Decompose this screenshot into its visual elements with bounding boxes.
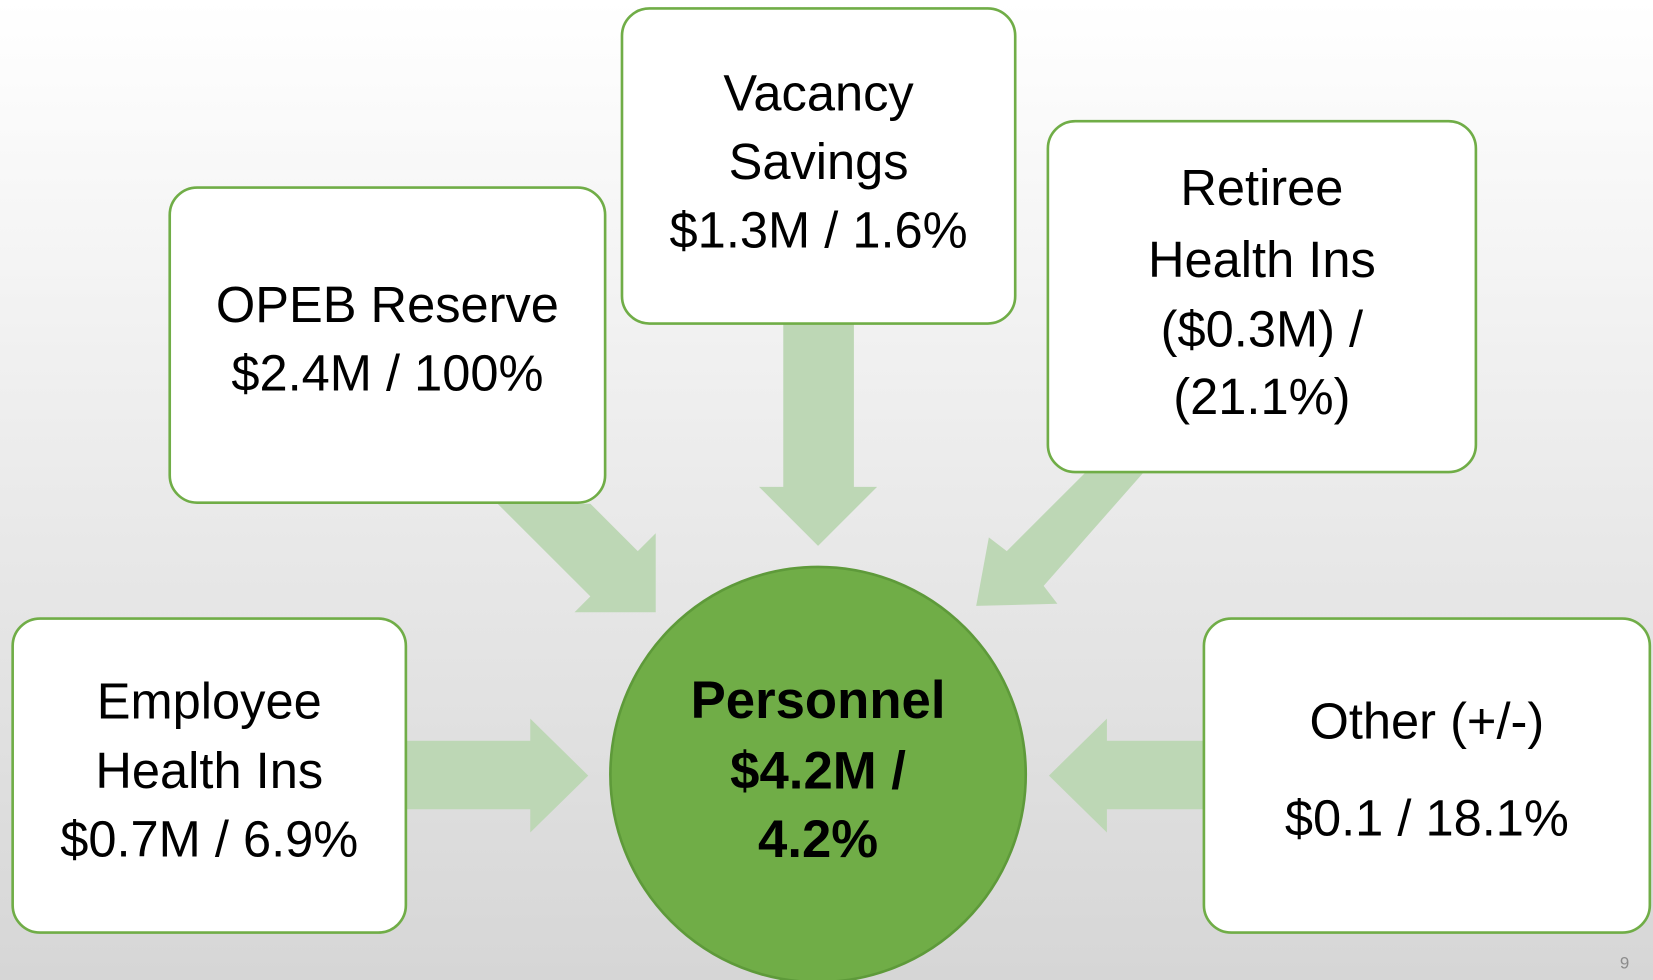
- node-label: Retiree: [1180, 159, 1343, 216]
- arrow: [497, 503, 656, 613]
- arrow: [405, 718, 589, 833]
- node-label: Savings: [729, 133, 909, 190]
- node-label: Employee: [97, 672, 322, 729]
- center-label: $4.2M /: [730, 741, 906, 800]
- node-label: $2.4M / 100%: [231, 345, 543, 402]
- arrow: [1048, 718, 1204, 833]
- node-label: $0.7M / 6.9%: [60, 810, 358, 867]
- arrow: [976, 472, 1144, 606]
- node-label: $1.3M / 1.6%: [670, 201, 968, 258]
- node-box: [1202, 617, 1652, 934]
- arrow: [759, 323, 878, 546]
- node-box: [1046, 119, 1478, 474]
- node-label: (21.1%): [1173, 368, 1350, 425]
- node-label: Vacancy: [723, 64, 914, 121]
- page-number: 9: [1620, 954, 1629, 973]
- center-label: 4.2%: [758, 810, 878, 869]
- node-label: Other (+/-): [1310, 692, 1545, 749]
- node-label: Health Ins: [95, 742, 323, 799]
- node-label: $0.1 / 18.1%: [1285, 789, 1569, 846]
- node-label: Health Ins: [1148, 231, 1376, 288]
- node-box: [620, 7, 1017, 325]
- node-box: [11, 617, 408, 934]
- node-box: [168, 186, 607, 504]
- node-label: ($0.3M) /: [1161, 300, 1364, 357]
- center-node: [609, 565, 1028, 980]
- center-label: Personnel: [691, 671, 946, 730]
- node-label: OPEB Reserve: [216, 276, 559, 333]
